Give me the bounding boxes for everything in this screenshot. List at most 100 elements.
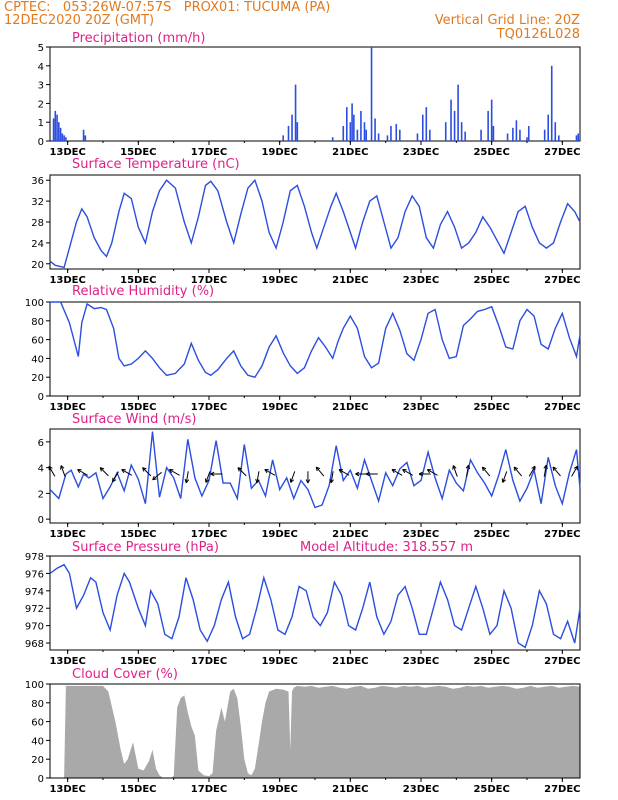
humidity-xtick-label: 19DEC [261, 402, 297, 413]
wind-xtick-label: 21DEC [332, 529, 368, 540]
precip-bar [65, 137, 67, 141]
wind-title: Surface Wind (m/s) [72, 412, 196, 427]
cloud-cover-xtick-label: 17DEC [191, 784, 227, 795]
humidity-title: Relative Humidity (%) [72, 284, 214, 299]
wind-ytick-label: 0 [38, 515, 44, 526]
precip-bar [429, 129, 431, 141]
cloud-cover-xtick-label: 27DEC [544, 784, 580, 795]
precipitation-title: Precipitation (mm/h) [72, 31, 205, 46]
precip-bar [365, 129, 368, 141]
precipitation-panel: Precipitation (mm/h) 0 1 2 3 4 5 13DEC 15DEC 17DE… [38, 31, 581, 158]
humidity-xtick-label: 13DEC [49, 402, 85, 413]
wind-arrow [501, 471, 508, 483]
header-line1: CPTEC: 053:26W-07:57S PROX01: TUCUMA (PA… [4, 0, 331, 15]
humidity-xtick-label: 27DEC [544, 402, 580, 413]
cloud-cover-ytick-label: 40 [31, 736, 44, 747]
precip-bar [291, 114, 293, 141]
precip-bar [52, 118, 55, 141]
cloud-cover-panel: Cloud Cover (%) 0 20 40 60 80 100 13DEC 15DEC 17D… [25, 667, 581, 795]
humidity-series-line [50, 301, 581, 379]
wind-xtick-label: 13DEC [49, 529, 85, 540]
header-datetime: 12DEC2020 20Z (GMT) [4, 13, 155, 28]
wind-arrow [329, 471, 334, 484]
precip-bar [506, 133, 509, 141]
cloud-cover-xtick-label: 13DEC [49, 784, 85, 795]
humidity-xtick-label: 23DEC [403, 402, 439, 413]
humidity-ytick-label: 40 [31, 354, 44, 365]
humidity-ytick-label: 100 [25, 298, 44, 309]
precip-bar [512, 127, 514, 141]
pressure-xtick-label: 25DEC [473, 656, 509, 667]
wind-xtick-label: 19DEC [261, 529, 297, 540]
humidity-xtick-label: 21DEC [332, 402, 368, 413]
precip-bar [554, 122, 557, 141]
temperature-ytick-label: 36 [31, 176, 44, 187]
precipitation-frame [49, 46, 581, 142]
cloud-cover-ytick-label: 0 [38, 774, 44, 785]
precip-bar [84, 135, 87, 141]
cloud-cover-ytick-label: 20 [31, 755, 44, 766]
wind-arrow [204, 471, 211, 483]
temperature-xtick-label: 15DEC [120, 275, 156, 286]
precip-bar [296, 122, 299, 141]
precip-bar [59, 127, 62, 141]
precip-bar [363, 122, 366, 141]
precip-bar [464, 131, 466, 141]
precip-bar [527, 125, 530, 141]
precipitation-xtick-label: 15DEC [120, 147, 156, 158]
wind-ytick-label: 6 [38, 438, 44, 449]
precip-bar [374, 118, 376, 141]
cloud-cover-ytick-label: 60 [31, 718, 44, 729]
wind-arrow [237, 467, 247, 477]
wind-arrow [48, 465, 56, 477]
wind-arrow [481, 466, 491, 477]
precip-bar [61, 133, 64, 141]
cloud-cover-ytick-label: 100 [25, 680, 44, 691]
precip-bar [349, 122, 352, 141]
humidity-frame [49, 301, 581, 397]
wind-arrow [112, 471, 119, 483]
precip-bar [331, 137, 334, 141]
wind-arrow [289, 471, 296, 483]
temperature-ytick-label: 28 [31, 218, 44, 229]
precip-bar [453, 110, 456, 141]
wind-arrow [571, 465, 578, 477]
precip-bar [577, 133, 580, 141]
wind-series-line [49, 431, 581, 509]
precip-bar [346, 107, 348, 141]
precipitation-xtick-label: 27DEC [544, 147, 580, 158]
pressure-xtick-label: 19DEC [261, 656, 297, 667]
wind-arrow [452, 465, 458, 477]
wind-xtick-label: 23DEC [403, 529, 439, 540]
precipitation-xtick-label: 19DEC [261, 147, 297, 158]
temperature-xtick-label: 25DEC [473, 275, 509, 286]
precipitation-ytick-label: 4 [38, 62, 44, 73]
precip-bar [370, 47, 373, 141]
wind-arrow [391, 469, 403, 476]
wind-arrow [315, 466, 325, 477]
wind-arrow [543, 464, 548, 477]
cloud-cover-xtick-label: 23DEC [403, 784, 439, 795]
wind-arrow [338, 469, 350, 476]
precipitation-ytick-label: 3 [38, 81, 44, 92]
humidity-ytick-label: 0 [38, 392, 44, 403]
precip-bar [287, 125, 290, 141]
precip-bar [353, 114, 355, 141]
precipitation-xtick-label: 23DEC [403, 147, 439, 158]
wind-arrow [402, 469, 413, 476]
precip-bar [558, 135, 560, 141]
humidity-panel: Relative Humidity (%) 0 20 40 60 80 100 13DEC 15… [25, 284, 581, 413]
precip-bar [63, 135, 65, 141]
wind-xtick-label: 27DEC [544, 529, 580, 540]
precip-bar [425, 107, 428, 141]
precip-bar [550, 65, 553, 141]
precipitation-ytick-label: 5 [38, 43, 44, 54]
humidity-xtick-label: 25DEC [473, 402, 509, 413]
wind-arrow [426, 469, 438, 476]
pressure-ytick-label: 978 [25, 552, 44, 563]
wind-arrow [305, 471, 311, 484]
precip-bar [395, 124, 398, 141]
wind-frame [49, 428, 581, 524]
precip-bar [487, 110, 489, 141]
precip-bar [54, 110, 57, 141]
